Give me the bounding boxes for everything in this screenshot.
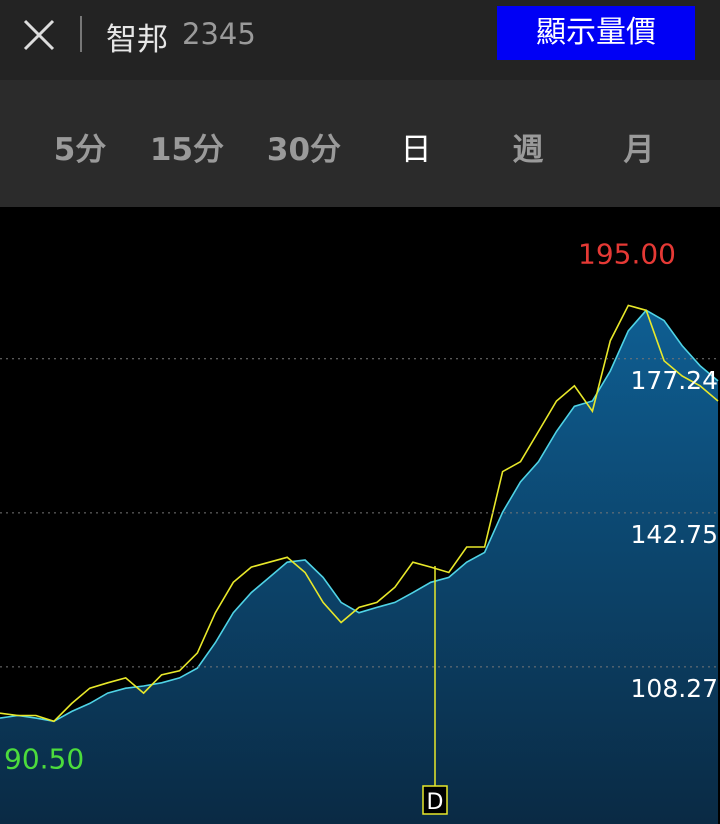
period-tabs: 5分 15分 30分 日 週 月 (0, 80, 720, 207)
stock-name: 智邦 (106, 22, 168, 58)
divider (80, 16, 82, 52)
price-area (0, 310, 718, 824)
period-tab[interactable]: 5分 (53, 132, 107, 168)
price-line (0, 309, 719, 723)
period-tab[interactable]: 日 (400, 132, 432, 168)
period-tab[interactable]: 月 (623, 132, 655, 168)
y-tick-label: 108.27 (631, 674, 718, 703)
marker-label: D (427, 790, 444, 815)
period-tab[interactable]: 30分 (266, 132, 342, 168)
close-icon[interactable] (22, 18, 56, 52)
chart: 108.27 142.75 177.24 195.00 90.50 D (0, 237, 720, 824)
y-tick-label: 142.75 (631, 520, 718, 549)
stock-code: 2345 (182, 17, 256, 51)
period-tab[interactable]: 15分 (149, 132, 225, 168)
toggle-button[interactable]: 顯示量價 (497, 6, 695, 60)
price-line (0, 304, 719, 723)
top-bar: 智邦 2345 顯示量價 (0, 0, 720, 80)
y-tick-label: 177.24 (631, 366, 718, 395)
price-annotation: 90.50 (4, 742, 84, 775)
price-annotation: 195.00 (578, 237, 676, 270)
period-tab[interactable]: 週 (512, 132, 544, 168)
marker-box (422, 785, 448, 815)
